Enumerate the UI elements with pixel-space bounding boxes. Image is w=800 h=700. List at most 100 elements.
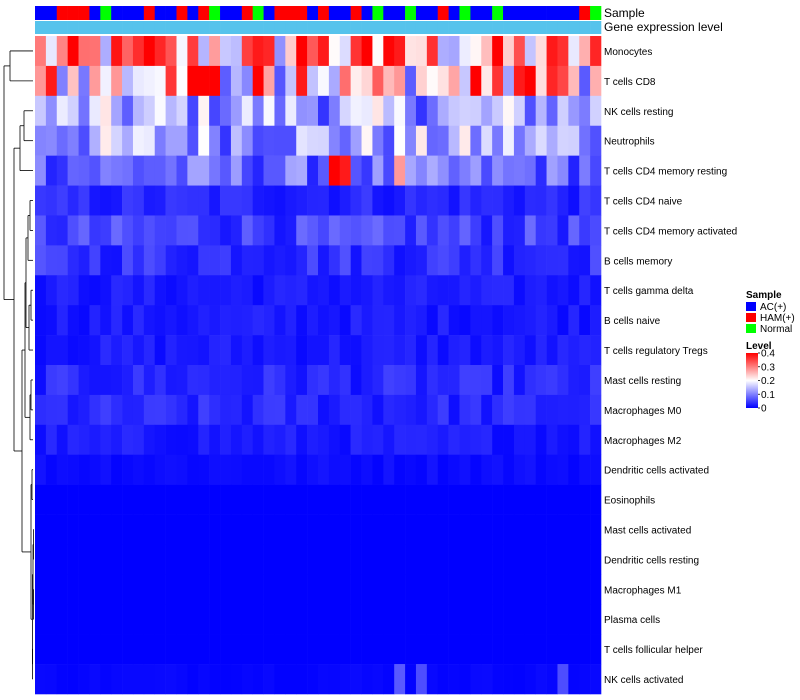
heatmap-cell — [56, 245, 68, 276]
heatmap-cell — [415, 394, 428, 426]
heatmap-cell — [405, 365, 417, 396]
heatmap-cell — [503, 155, 515, 186]
heatmap-cell — [198, 245, 210, 276]
heatmap-cell — [372, 185, 384, 216]
heatmap-cell — [361, 424, 373, 456]
heatmap-cell — [350, 155, 362, 186]
heatmap-cell — [372, 664, 384, 695]
heatmap-cell — [372, 514, 384, 545]
heatmap-cell — [318, 65, 330, 97]
heatmap-cell — [122, 365, 134, 396]
heatmap-cell — [296, 335, 308, 366]
heatmap-cell — [296, 544, 308, 575]
heatmap-cell — [492, 95, 504, 127]
heatmap-cell — [328, 245, 341, 276]
gene-expression-annotation-cell — [372, 21, 384, 34]
sample-annotation-cell — [513, 6, 526, 20]
heatmap-cell — [296, 424, 308, 456]
heatmap-cell — [513, 484, 526, 515]
heatmap-cell — [415, 574, 428, 605]
heatmap-cell — [35, 65, 47, 97]
heatmap-cell — [339, 634, 351, 665]
heatmap-cell — [307, 65, 319, 97]
sample-annotation-cell — [35, 6, 47, 20]
sample-annotation-cell — [470, 6, 482, 20]
heatmap-cell — [546, 604, 558, 635]
heatmap-cell — [372, 95, 384, 127]
heatmap-cell — [35, 335, 47, 366]
heatmap-cell — [176, 125, 188, 156]
sample-annotation-cell — [350, 6, 362, 20]
heatmap-cell — [35, 544, 47, 575]
heatmap-cell — [230, 335, 243, 366]
heatmap-cell — [513, 95, 526, 127]
heatmap-cell — [372, 36, 384, 67]
heatmap-cell — [252, 544, 264, 575]
heatmap-cell — [230, 36, 243, 67]
heatmap-cell — [361, 634, 373, 665]
heatmap-cell — [56, 36, 68, 67]
heatmap-cell — [263, 394, 275, 426]
heatmap-cell — [122, 125, 134, 156]
gene-expression-annotation-cell — [56, 21, 68, 34]
heatmap-cell — [122, 65, 134, 97]
heatmap-cell — [209, 305, 221, 336]
heatmap-cell — [307, 245, 319, 276]
heatmap-cell — [481, 215, 493, 246]
gene-expression-annotation-cell — [78, 21, 90, 34]
heatmap-cell — [78, 125, 90, 156]
heatmap-cell — [535, 245, 547, 276]
gene-expression-annotation-cell — [45, 21, 58, 34]
heatmap-cell — [45, 245, 58, 276]
row-label: NK cells activated — [604, 675, 683, 686]
heatmap-cell — [209, 36, 221, 67]
heatmap-cell — [383, 245, 395, 276]
heatmap-cell — [274, 634, 286, 665]
heatmap-cell — [89, 544, 101, 575]
heatmap-cell — [285, 664, 297, 695]
heatmap-cell — [307, 36, 319, 67]
heatmap-cell — [100, 185, 112, 216]
heatmap-cell — [89, 604, 101, 635]
heatmap-cell — [307, 275, 319, 306]
heatmap-cell — [383, 574, 395, 605]
heatmap-cell — [590, 454, 602, 485]
heatmap-cell — [568, 305, 580, 336]
heatmap-cell — [590, 275, 602, 306]
heatmap-cell — [405, 514, 417, 545]
heatmap-cell — [89, 215, 101, 246]
heatmap-cell — [383, 36, 395, 67]
heatmap-cell — [35, 634, 47, 665]
heatmap-cell — [285, 245, 297, 276]
heatmap-cell — [579, 36, 591, 67]
heatmap-cell — [35, 125, 47, 156]
heatmap-cell — [176, 245, 188, 276]
heatmap-cell — [350, 305, 362, 336]
heatmap-cell — [546, 215, 558, 246]
heatmap-cell — [579, 394, 591, 426]
heatmap-cell — [405, 125, 417, 156]
heatmap-cell — [405, 454, 417, 485]
heatmap-cell — [590, 424, 602, 456]
heatmap-cell — [535, 305, 547, 336]
heatmap-cell — [198, 335, 210, 366]
heatmap-cell — [111, 484, 123, 515]
heatmap-cell — [328, 65, 341, 97]
heatmap-cell — [535, 514, 547, 545]
heatmap-cell — [535, 484, 547, 515]
heatmap-cell — [67, 544, 79, 575]
heatmap-cell — [470, 424, 482, 456]
heatmap-cell — [252, 275, 264, 306]
heatmap-cell — [220, 514, 232, 545]
gene-expression-annotation-cell — [535, 21, 547, 34]
heatmap-cell — [241, 514, 253, 545]
heatmap-cell — [132, 664, 145, 695]
heatmap-cell — [328, 305, 341, 336]
heatmap-cell — [56, 335, 68, 366]
heatmap-cell — [209, 634, 221, 665]
heatmap-cell — [132, 454, 145, 485]
heatmap-cell — [78, 185, 90, 216]
heatmap-cell — [448, 484, 460, 515]
sample-annotation-cell — [405, 6, 417, 20]
heatmap-cell — [394, 125, 406, 156]
